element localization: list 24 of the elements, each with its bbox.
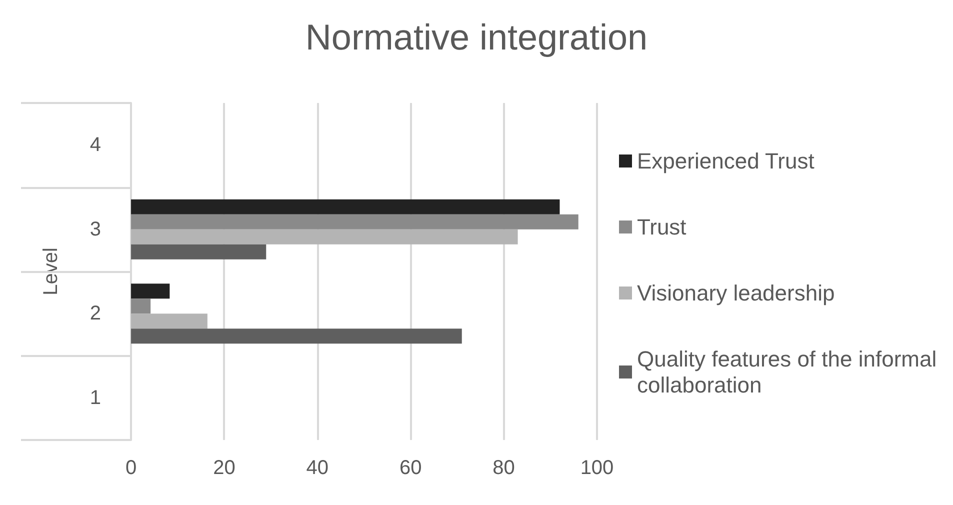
legend-label: Experienced Trust <box>637 148 814 174</box>
y-tick-label: 2 <box>90 302 101 325</box>
x-tick-label: 60 <box>399 457 422 479</box>
x-tick-label: 0 <box>125 457 137 479</box>
x-tick-label: 100 <box>580 457 614 479</box>
x-tick-label: 80 <box>492 457 515 479</box>
y-tick-label: 4 <box>90 134 101 156</box>
y-tick-label: 3 <box>90 218 101 240</box>
bar <box>131 244 266 260</box>
y-tick-label: 1 <box>90 386 101 409</box>
x-tick-label: 20 <box>213 457 236 479</box>
bar <box>131 328 462 344</box>
bar <box>131 199 560 214</box>
bar <box>131 284 170 299</box>
legend-label: Quality features of the informal collaboration <box>637 346 943 398</box>
legend-label: Trust <box>637 214 686 240</box>
bar <box>131 214 578 230</box>
legend-label: Visionary leadership <box>637 280 835 306</box>
bar <box>131 229 518 244</box>
x-tick-label: 40 <box>306 457 329 479</box>
bar <box>131 314 208 329</box>
bar <box>131 298 151 314</box>
chart-title: Normative integration <box>305 16 648 58</box>
y-axis-title: Level <box>40 248 62 296</box>
